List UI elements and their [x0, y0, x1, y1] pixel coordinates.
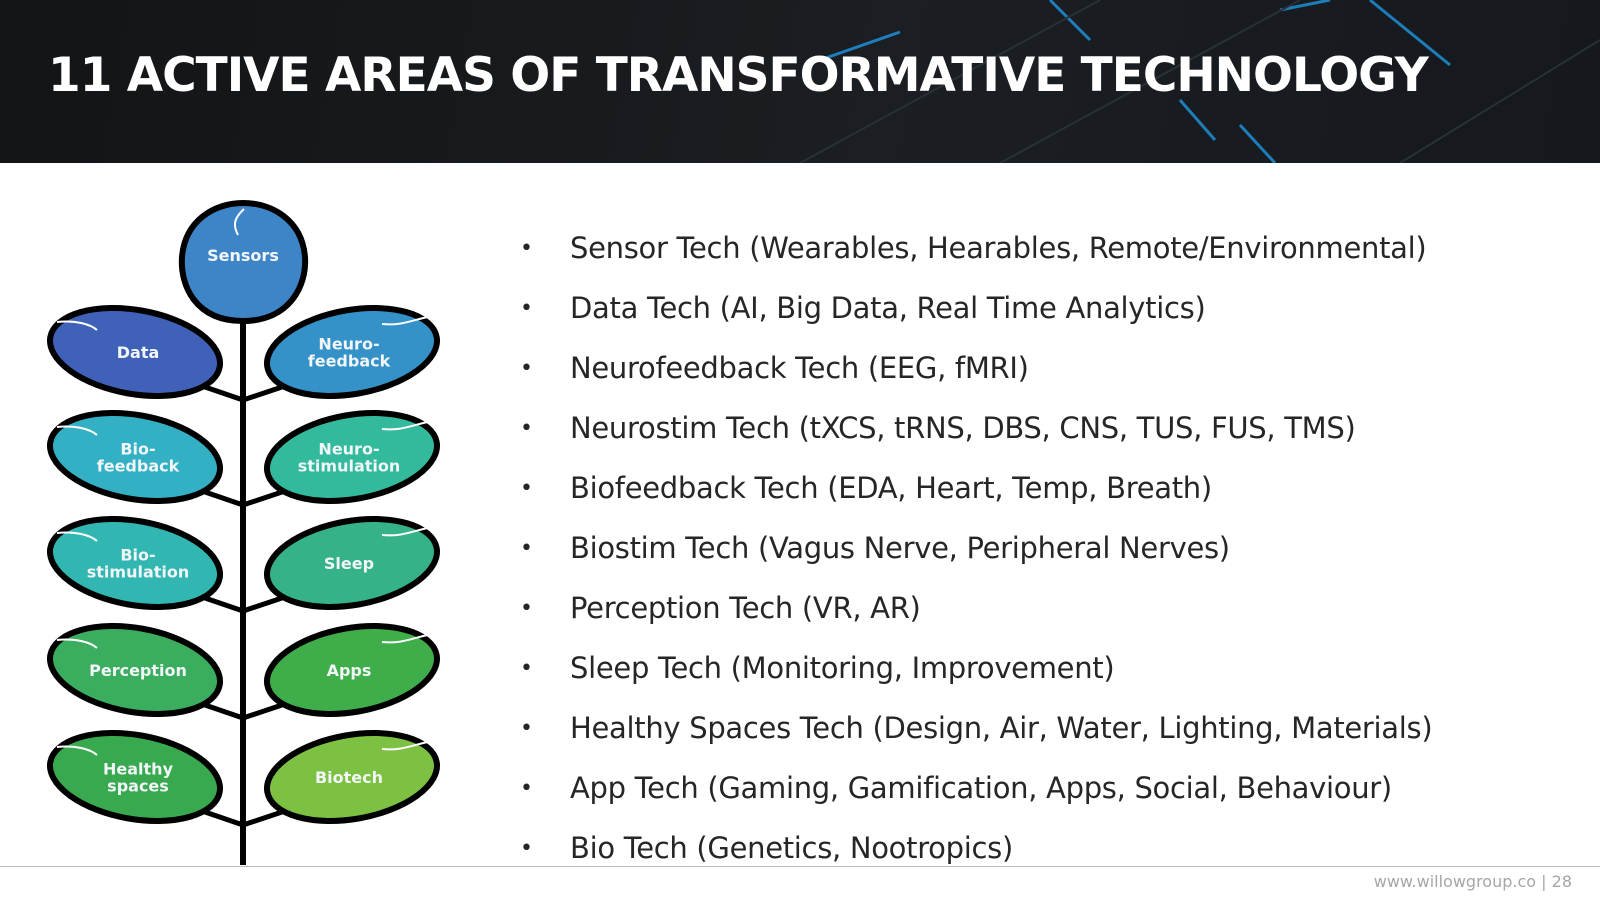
bullet-text: Neurofeedback Tech (EEG, fMRI) [570, 351, 1029, 385]
bullet-dot: • [520, 355, 533, 381]
bullet-dot: • [520, 415, 533, 441]
bullet-text: Data Tech (AI, Big Data, Real Time Analy… [570, 291, 1206, 325]
bullet-item: • Healthy Spaces Tech (Design, Air, Water… [520, 698, 1433, 758]
bullet-item: • Perception Tech (VR, AR) [520, 578, 1432, 638]
slide-footer: www.willowgroup.co | 28 [1374, 872, 1572, 891]
bullet-dot: • [520, 235, 533, 261]
bullet-dot: • [520, 595, 533, 621]
leaf-sensors: Sensors [178, 199, 309, 325]
leaf-label: Healthy [103, 760, 174, 779]
bullet-text: Biofeedback Tech (EDA, Heart, Temp, Brea… [570, 471, 1212, 505]
bullet-dot: • [520, 535, 533, 561]
bullet-item: • Data Tech (AI, Big Data, Real Time Anal… [520, 278, 1432, 338]
slide-header: 11 ACTIVE AREAS OF TRANSFORMATIVE TECHNO… [0, 0, 1600, 163]
leaf-sleep: Sleep [242, 516, 441, 614]
bullet-text: Bio Tech (Genetics, Nootropics) [570, 831, 1013, 865]
footer-separator: | [1541, 872, 1547, 891]
slide-title: 11 ACTIVE AREAS OF TRANSFORMATIVE TECHNO… [48, 48, 1429, 103]
bullet-item: • Sensor Tech (Wearables, Hearables, Remo… [520, 218, 1432, 278]
leaf-neurostimulation: Neuro-stimulation [242, 410, 441, 508]
leaf-data: Data [46, 305, 244, 403]
bullet-text: App Tech (Gaming, Gamification, Apps, So… [570, 771, 1392, 805]
footer-url: www.willowgroup.co [1373, 872, 1537, 891]
leaf-label: Sensors [207, 246, 279, 265]
bullet-item: • Neurostim Tech (tXCS, tRNS, DBS, CNS, T… [520, 398, 1432, 458]
leaf-label: Apps [327, 661, 372, 680]
bullet-text: Perception Tech (VR, AR) [570, 591, 921, 625]
bullet-dot: • [520, 715, 533, 741]
bullet-item: • App Tech (Gaming, Gamification, Apps, S… [520, 758, 1432, 818]
leaf-label: Bio- [120, 440, 155, 459]
leaf-label: stimulation [298, 457, 401, 476]
bullet-text: Healthy Spaces Tech (Design, Air, Water,… [570, 711, 1433, 745]
bullet-item: • Biofeedback Tech (EDA, Heart, Temp, Bre… [520, 458, 1432, 518]
leaf-biotech: Biotech [242, 730, 441, 828]
leaf-label: Perception [89, 661, 187, 680]
leaf-biofeedback: Bio-feedback [46, 410, 244, 508]
bullet-dot: • [520, 835, 533, 861]
leaf-biostimulation: Bio-stimulation [46, 516, 244, 614]
bullet-text: Biostim Tech (Vagus Nerve, Peripheral Ne… [570, 531, 1230, 565]
leaf-label: Biotech [315, 768, 383, 787]
bullet-item: • Bio Tech (Genetics, Nootropics) [520, 818, 1432, 878]
bullet-dot: • [520, 295, 533, 321]
leaf-label: Data [117, 343, 160, 362]
technology-list: • Sensor Tech (Wearables, Hearables, Remo… [520, 218, 1433, 878]
bullet-text: Sleep Tech (Monitoring, Improvement) [570, 651, 1115, 685]
page-number: 28 [1551, 872, 1572, 891]
bullet-dot: • [520, 475, 533, 501]
bullet-item: • Sleep Tech (Monitoring, Improvement) [520, 638, 1432, 698]
bullet-text: Neurostim Tech (tXCS, tRNS, DBS, CNS, TU… [570, 411, 1356, 445]
leaf-label: stimulation [87, 563, 190, 582]
bullet-text: Sensor Tech (Wearables, Hearables, Remot… [570, 231, 1427, 265]
leaf-perception: Perception [46, 623, 244, 721]
leaf-label: Neuro- [318, 440, 379, 459]
leaf-label: feedback [97, 457, 180, 476]
leaf-apps: Apps [242, 623, 441, 721]
leaf-label: Bio- [120, 546, 155, 565]
leaf-neurofeedback: Neuro-feedback [242, 305, 441, 403]
leaf-label: Neuro- [318, 335, 379, 354]
bullet-dot: • [520, 775, 533, 801]
bullet-item: • Neurofeedback Tech (EEG, fMRI) [520, 338, 1432, 398]
header-background-lines [799, 0, 1600, 163]
leaf-label: spaces [107, 777, 169, 796]
bullet-dot: • [520, 655, 533, 681]
bullet-item: • Biostim Tech (Vagus Nerve, Peripheral N… [520, 518, 1432, 578]
leaf-label: feedback [308, 352, 391, 371]
leaf-label: Sleep [324, 554, 374, 573]
footer-divider [0, 866, 1600, 867]
